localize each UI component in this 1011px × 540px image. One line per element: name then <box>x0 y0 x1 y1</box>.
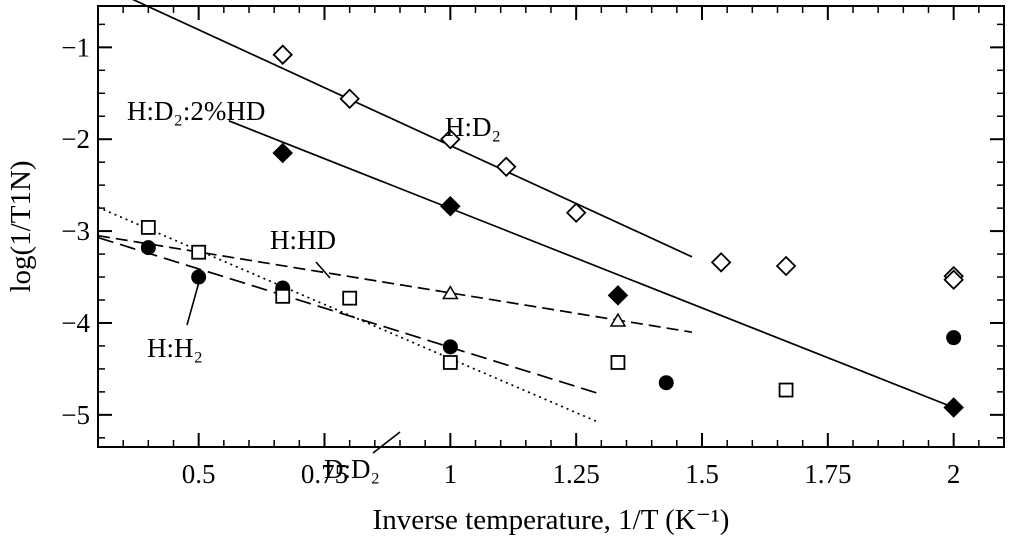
leader-line <box>315 261 331 279</box>
data-point <box>609 312 627 327</box>
data-point <box>607 285 629 306</box>
data-point <box>275 288 291 304</box>
series-label: H:H₂ <box>147 333 203 363</box>
data-point <box>140 240 156 256</box>
series-label: D:D₂ <box>324 454 380 484</box>
series-labels: H:D₂ H:D₂:2%HD H:HD H:H₂ D:D₂ <box>127 96 501 484</box>
data-point <box>658 375 674 391</box>
x-tick-label: 0.75 <box>301 459 348 489</box>
data-point <box>943 269 964 291</box>
y-tick-label: −4 <box>61 308 90 338</box>
leader-line <box>372 431 401 454</box>
series-label: H:D₂:2%HD <box>127 96 265 126</box>
y-tick-label: −3 <box>61 216 90 246</box>
x-tick-label: 2 <box>947 459 961 489</box>
fit-line <box>97 206 597 423</box>
data-point <box>272 44 293 65</box>
fit-line <box>97 234 693 333</box>
x-tick-label: 1.75 <box>804 459 851 489</box>
data-point <box>495 156 517 178</box>
data-point <box>778 382 794 398</box>
fit-line <box>228 120 954 409</box>
x-axis-title: Inverse temperature, 1/T (K⁻¹) <box>373 504 730 536</box>
x-tick-label: 1.5 <box>685 459 719 489</box>
y-tick-label: −5 <box>61 400 90 430</box>
data-point <box>565 202 587 223</box>
data-point <box>710 252 732 273</box>
series-label: H:D₂ <box>445 112 501 142</box>
data-point <box>442 339 458 355</box>
data-point <box>775 255 797 277</box>
data-point <box>440 128 461 150</box>
data-markers <box>140 44 964 418</box>
plot-frame-group <box>97 5 1005 448</box>
y-axis-title: log(1/T1N) <box>5 160 37 292</box>
data-point <box>191 244 207 260</box>
data-point <box>342 290 358 306</box>
data-point <box>442 285 459 300</box>
leader-line <box>186 281 200 326</box>
fit-lines <box>97 0 954 423</box>
data-point <box>140 220 156 235</box>
data-point <box>943 397 964 418</box>
fit-line <box>131 0 693 258</box>
data-point <box>610 355 626 370</box>
axis-tick-labels: 0.5 0.75 1 1.25 1.5 1.75 2 −1 −2 −3 −4 −5 <box>61 32 960 489</box>
data-point <box>946 330 962 346</box>
axis-ticks <box>98 6 1004 447</box>
plot-frame <box>97 5 1005 448</box>
data-point <box>440 196 461 217</box>
annotation-leaders <box>186 261 401 454</box>
x-tick-label: 0.5 <box>182 459 216 489</box>
x-tick-label: 1.25 <box>553 459 600 489</box>
series-label: H:HD <box>270 225 336 255</box>
x-tick-label: 1 <box>444 459 458 489</box>
y-tick-label: −1 <box>61 32 90 62</box>
data-point <box>339 88 360 110</box>
data-point <box>442 355 458 370</box>
data-point <box>272 142 293 164</box>
y-tick-label: −2 <box>61 124 90 154</box>
